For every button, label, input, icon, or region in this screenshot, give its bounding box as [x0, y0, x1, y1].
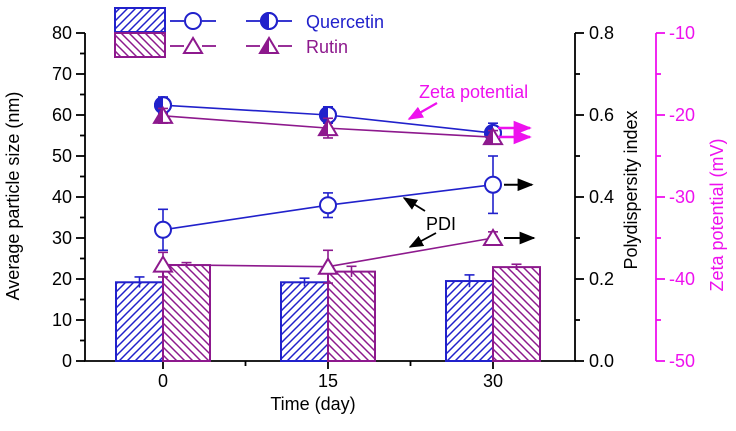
- marker-half-triangle-fill: [319, 120, 328, 136]
- marker-open-circle: [184, 12, 202, 30]
- x-tick-label: 30: [483, 371, 503, 391]
- left-tick-label: 40: [52, 187, 72, 207]
- marker-half-triangle-fill: [260, 38, 269, 53]
- pdi-tick-label: 0.4: [589, 187, 614, 207]
- zeta-tick-label: -50: [669, 351, 695, 371]
- y-axis-label-zeta: Zeta potential (mV): [707, 138, 727, 291]
- marker-open-circle: [484, 175, 502, 194]
- zeta-tick-label: -20: [669, 105, 695, 125]
- legend-swatch-quercetin: [114, 7, 166, 33]
- zeta-tick-label: -10: [669, 23, 695, 43]
- pdi-tick-label: 0.8: [589, 23, 614, 43]
- marker-open-triangle: [152, 254, 174, 273]
- pdi-annotation-arrow-lower: [408, 232, 437, 248]
- marker-open-circle: [154, 220, 172, 239]
- left-tick-label: 50: [52, 146, 72, 166]
- marker-open-triangle: [317, 256, 339, 275]
- legend-swatch-rutin: [114, 32, 166, 58]
- left-tick-label: 20: [52, 269, 72, 289]
- annotation-pdi: PDI: [426, 214, 456, 234]
- zeta-tick-label: -30: [669, 187, 695, 207]
- x-tick-label: 15: [318, 371, 338, 391]
- x-tick-label: 0: [158, 371, 168, 391]
- marker-half-circle-ring: [260, 12, 278, 30]
- chart-generated-graphics: 0 10 20 30 40 50 60 70 80 0 15 30 0.0 0.2 0.4 0.6 0.8 -50…: [52, 7, 695, 391]
- pdi-tick-label: 0.0: [589, 351, 614, 371]
- legend-label-rutin: Rutin: [306, 37, 348, 57]
- zeta-annotation-arrow: [407, 102, 438, 120]
- zeta-tick-label: -40: [669, 269, 695, 289]
- marker-open-circle: [319, 196, 337, 215]
- marker-open-triangle: [482, 228, 504, 246]
- y-axis-label-pdi: Polydispersity index: [621, 110, 641, 269]
- left-tick-label: 70: [52, 64, 72, 84]
- y-axis-label-particle-size: Average particle size (nm): [3, 92, 23, 301]
- left-tick-label: 0: [62, 351, 72, 371]
- legend-label-quercetin: Quercetin: [306, 12, 384, 32]
- pdi-tick-label: 0.2: [589, 269, 614, 289]
- annotation-zeta-potential: Zeta potential: [419, 82, 528, 102]
- bar-rutin-day30: [492, 266, 541, 362]
- marker-half-triangle-fill: [154, 107, 163, 123]
- bar-quercetin-day0: [115, 281, 164, 362]
- bar-rutin-day15: [327, 270, 376, 362]
- pdi-annotation-arrow-upper: [402, 197, 426, 212]
- x-axis-label-time: Time (day): [270, 394, 355, 414]
- bar-quercetin-day15: [280, 281, 329, 362]
- marker-half-triangle-fill: [484, 129, 493, 145]
- bar-rutin-day0: [162, 264, 211, 362]
- marker-open-triangle: [182, 36, 204, 54]
- left-tick-label: 60: [52, 105, 72, 125]
- pdi-tick-label: 0.6: [589, 105, 614, 125]
- bar-quercetin-day30: [445, 280, 494, 362]
- left-tick-label: 30: [52, 228, 72, 248]
- left-tick-label: 80: [52, 23, 72, 43]
- left-tick-label: 10: [52, 310, 72, 330]
